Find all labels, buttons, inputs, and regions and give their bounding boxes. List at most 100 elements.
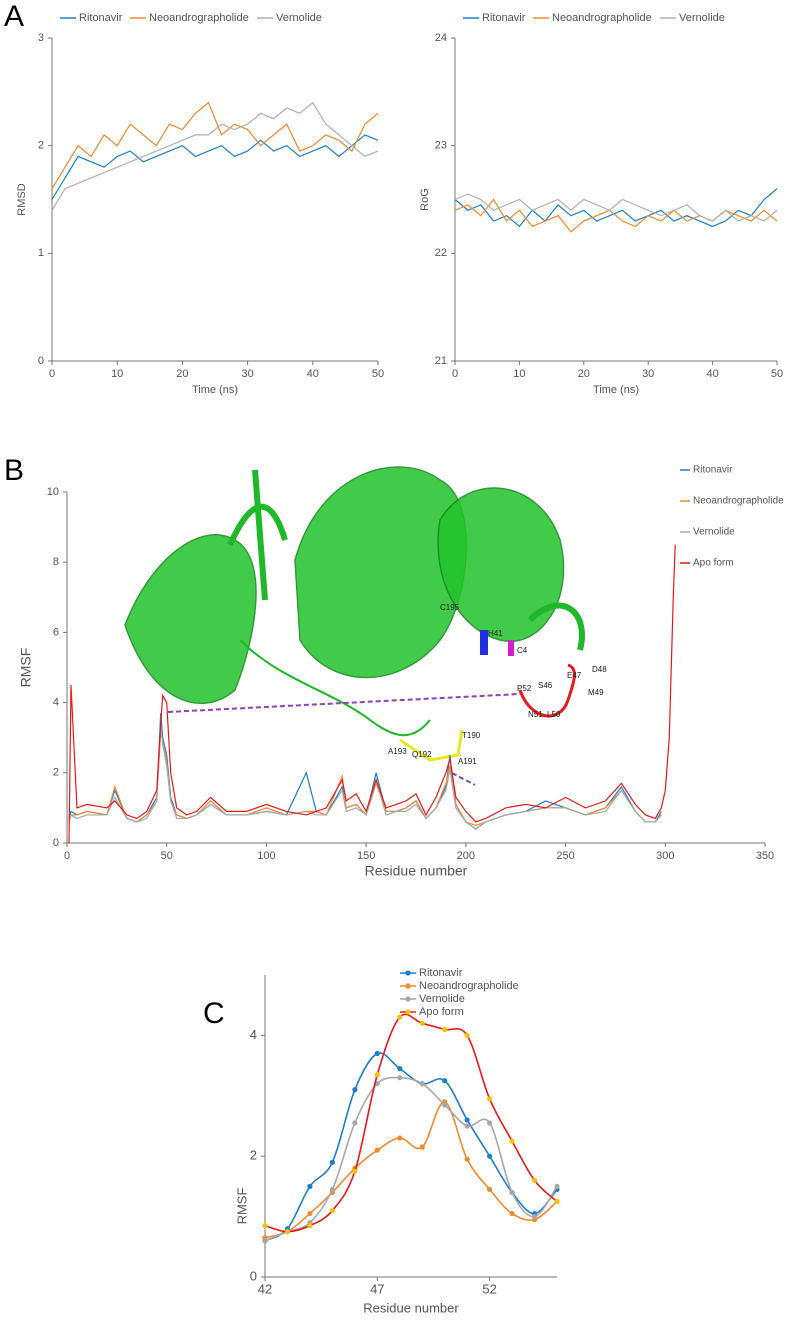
legend-label: Neoandrographolide xyxy=(149,12,249,24)
panel-label: C xyxy=(203,997,225,1030)
marker xyxy=(531,1177,538,1183)
x-tick-label: 0 xyxy=(64,850,70,862)
residue-annotation: S46 xyxy=(538,681,553,690)
marker xyxy=(397,1066,403,1072)
marker xyxy=(554,1198,560,1205)
y-axis-label: RMSD xyxy=(16,183,28,215)
marker xyxy=(329,1207,335,1214)
y-tick-label: 8 xyxy=(53,556,59,568)
series-line xyxy=(68,544,676,844)
y-axis-label: RMSF xyxy=(234,1188,249,1225)
residue-annotation: H41 xyxy=(488,629,503,638)
x-tick-label: 40 xyxy=(706,368,718,380)
marker xyxy=(419,1020,425,1026)
series-line xyxy=(264,1052,558,1242)
marker xyxy=(487,1096,493,1102)
marker xyxy=(554,1183,560,1189)
residue-annotation: P52 xyxy=(517,684,532,693)
marker xyxy=(419,1081,425,1087)
residue-annotation: L50 xyxy=(547,710,561,719)
legend-label: Ritonavir xyxy=(419,967,463,979)
legend-marker xyxy=(405,996,411,1002)
y-tick-label: 0 xyxy=(53,837,59,849)
marker xyxy=(352,1087,358,1093)
marker xyxy=(442,1026,448,1032)
series-line xyxy=(454,188,778,228)
residue-annotation: C195 xyxy=(440,603,460,612)
marker xyxy=(262,1238,268,1244)
protein-cartoon xyxy=(124,466,585,762)
residue-annotation: M49 xyxy=(588,688,604,697)
legend-label: Vernolide xyxy=(419,993,465,1005)
legend-label: Neoandrographolide xyxy=(552,12,652,24)
legend-label: Vernolide xyxy=(276,12,322,24)
residue-annotation: E47 xyxy=(567,671,582,680)
x-tick-label: 40 xyxy=(307,368,319,380)
marker xyxy=(329,1159,335,1165)
y-tick-label: 0 xyxy=(250,1268,257,1283)
marker xyxy=(464,1117,470,1123)
x-tick-label: 50 xyxy=(161,850,173,862)
y-tick-label: 4 xyxy=(250,1027,257,1042)
x-tick-label: 250 xyxy=(556,850,574,862)
marker xyxy=(487,1153,493,1159)
y-tick-label: 2 xyxy=(250,1148,257,1163)
x-tick-label: 20 xyxy=(578,368,590,380)
marker xyxy=(509,1189,515,1196)
legend-marker xyxy=(405,983,411,989)
y-tick-label: 10 xyxy=(47,486,59,498)
residue-annotation: N51 xyxy=(528,710,543,719)
marker xyxy=(509,1138,515,1144)
marker xyxy=(329,1186,335,1193)
marker xyxy=(284,1229,291,1235)
y-tick-label: 0 xyxy=(38,355,44,367)
y-tick-label: 1 xyxy=(38,247,44,259)
series-line xyxy=(264,1076,558,1242)
marker xyxy=(262,1223,268,1229)
legend-label: Vernolide xyxy=(693,527,735,538)
marker xyxy=(374,1050,380,1057)
y-tick-label: 2 xyxy=(53,767,59,779)
marker xyxy=(509,1210,515,1217)
marker xyxy=(419,1144,425,1150)
y-tick-label: 2 xyxy=(38,140,44,152)
x-axis-label: Time (ns) xyxy=(192,384,238,396)
legend-label: Ritonavir xyxy=(693,465,733,476)
legend-label: Vernolide xyxy=(679,12,725,24)
marker xyxy=(464,1032,470,1038)
x-tick-label: 10 xyxy=(513,368,525,380)
marker xyxy=(307,1183,313,1189)
marker xyxy=(397,1014,403,1020)
marker xyxy=(487,1186,493,1193)
y-tick-label: 23 xyxy=(435,140,447,152)
residue-annotation: A191 xyxy=(458,757,477,766)
series-line xyxy=(264,1101,558,1239)
x-tick-label: 100 xyxy=(257,850,275,862)
x-tick-label: 0 xyxy=(49,368,55,380)
marker xyxy=(307,1210,313,1217)
marker xyxy=(374,1072,380,1078)
legend-label: Apo form xyxy=(419,1006,464,1018)
marker xyxy=(374,1147,380,1153)
marker xyxy=(464,1123,470,1129)
marker xyxy=(397,1135,403,1141)
x-tick-label: 30 xyxy=(642,368,654,380)
x-axis-label: Time (ns) xyxy=(593,384,639,396)
marker xyxy=(397,1075,403,1081)
residue-annotation: T190 xyxy=(462,731,481,740)
arrows xyxy=(167,693,521,786)
legend-label: Ritonavir xyxy=(482,12,526,24)
residue-annotation: Q192 xyxy=(412,750,432,759)
y-tick-label: 22 xyxy=(435,247,447,259)
legend-label: Ritonavir xyxy=(79,12,123,24)
legend-label: Apo form xyxy=(693,558,734,569)
x-tick-label: 42 xyxy=(258,1281,272,1296)
y-tick-label: 3 xyxy=(38,32,44,44)
panel-label: A xyxy=(4,0,24,33)
marker xyxy=(307,1223,313,1229)
x-tick-label: 50 xyxy=(771,368,783,380)
legend-marker xyxy=(405,970,411,976)
x-tick-label: 20 xyxy=(176,368,188,380)
residue-annotation: D48 xyxy=(592,665,607,674)
